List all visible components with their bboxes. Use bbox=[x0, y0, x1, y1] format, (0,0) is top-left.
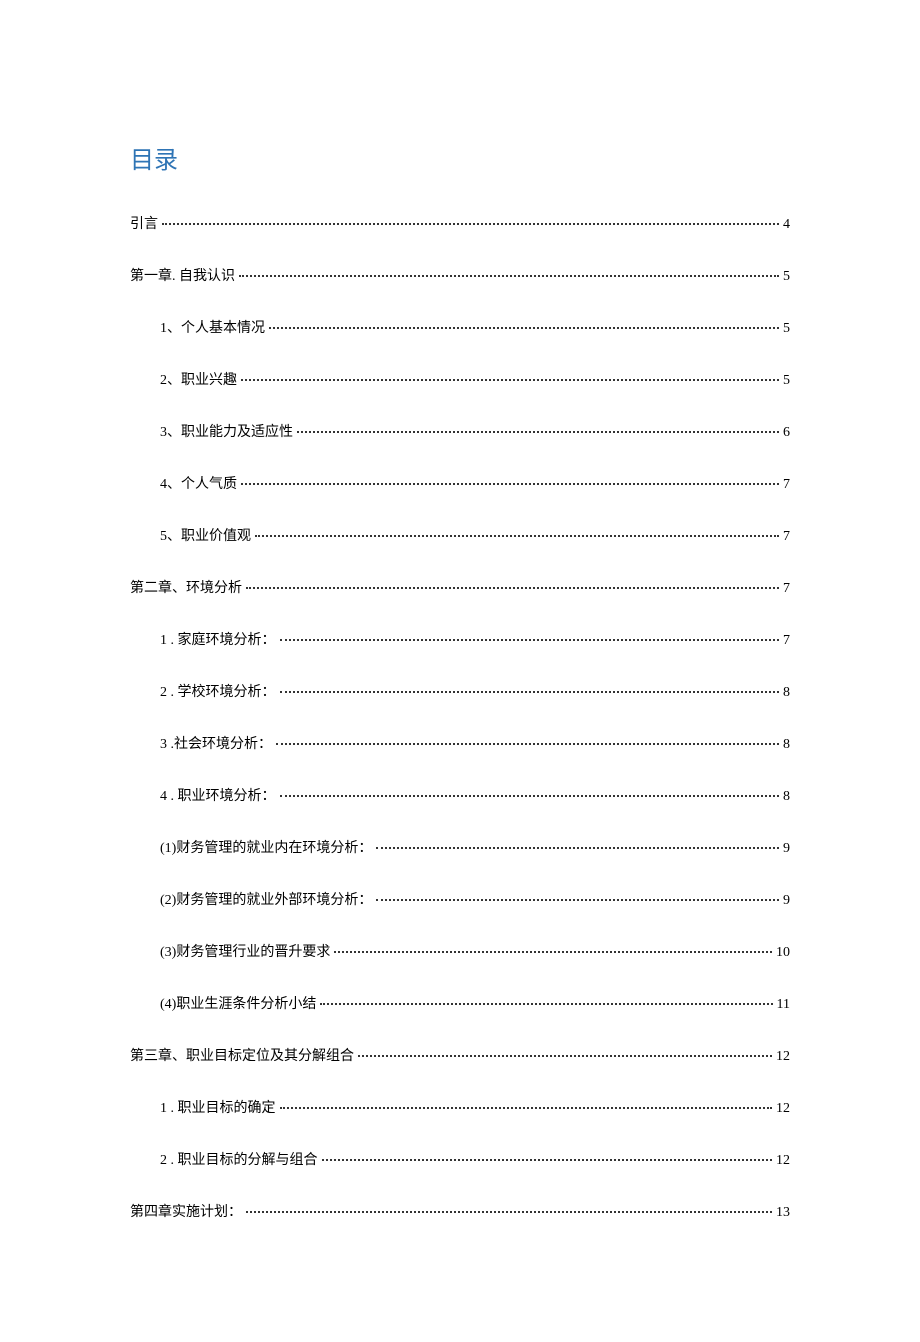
toc-dots bbox=[162, 223, 779, 225]
toc-entry-label: 2、职业兴趣 bbox=[160, 369, 237, 389]
toc-entry-label: 引言 bbox=[130, 213, 158, 233]
toc-entry: 1、个人基本情况 5 bbox=[130, 317, 790, 337]
toc-dots bbox=[239, 275, 779, 277]
toc-entry: 1 . 家庭环境分析： 7 bbox=[130, 629, 790, 649]
toc-entry-label: 2 . 职业目标的分解与组合 bbox=[160, 1149, 318, 1169]
toc-entry-label: (1)财务管理的就业内在环境分析： bbox=[160, 837, 372, 857]
toc-entry-label: 第二章、环境分析 bbox=[130, 577, 242, 597]
toc-entry-page: 7 bbox=[783, 581, 790, 597]
toc-entry-label: 1 . 职业目标的确定 bbox=[160, 1097, 276, 1117]
toc-container: 引言 4 第一章. 自我认识 5 1、个人基本情况 5 2、职业兴趣 5 3、职业能力及适应性 6… bbox=[130, 213, 790, 1221]
toc-entry-page: 6 bbox=[783, 425, 790, 441]
toc-dots bbox=[376, 899, 779, 901]
toc-entry-label: 3 .社会环境分析： bbox=[160, 733, 272, 753]
toc-entry-page: 8 bbox=[783, 685, 790, 701]
toc-entry-label: 第一章. 自我认识 bbox=[130, 265, 235, 285]
toc-entry-page: 8 bbox=[783, 789, 790, 805]
toc-entry-label: 3、职业能力及适应性 bbox=[160, 421, 293, 441]
toc-entry: 第三章、职业目标定位及其分解组合 12 bbox=[130, 1045, 790, 1065]
toc-dots bbox=[280, 795, 780, 797]
toc-entry: 引言 4 bbox=[130, 213, 790, 233]
toc-entry-page: 10 bbox=[776, 945, 790, 961]
toc-entry-page: 9 bbox=[783, 893, 790, 909]
toc-entry: 5、职业价值观 7 bbox=[130, 525, 790, 545]
toc-entry-page: 8 bbox=[783, 737, 790, 753]
toc-dots bbox=[376, 847, 779, 849]
toc-entry: (4)职业生涯条件分析小结 11 bbox=[130, 993, 790, 1013]
toc-entry: 3 .社会环境分析： 8 bbox=[130, 733, 790, 753]
toc-dots bbox=[297, 431, 779, 433]
toc-dots bbox=[269, 327, 779, 329]
toc-entry-page: 9 bbox=[783, 841, 790, 857]
toc-entry-page: 12 bbox=[776, 1153, 790, 1169]
toc-dots bbox=[276, 743, 779, 745]
toc-entry: 3、职业能力及适应性 6 bbox=[130, 421, 790, 441]
toc-entry-label: 4、个人气质 bbox=[160, 473, 237, 493]
toc-dots bbox=[280, 1107, 773, 1109]
toc-entry: 2 . 职业目标的分解与组合 12 bbox=[130, 1149, 790, 1169]
toc-entry-page: 7 bbox=[783, 633, 790, 649]
toc-entry-page: 5 bbox=[783, 269, 790, 285]
toc-entry-label: 1 . 家庭环境分析： bbox=[160, 629, 276, 649]
toc-entry-label: 4 . 职业环境分析： bbox=[160, 785, 276, 805]
toc-entry-page: 7 bbox=[783, 477, 790, 493]
toc-entry-label: 第三章、职业目标定位及其分解组合 bbox=[130, 1045, 354, 1065]
toc-entry-page: 13 bbox=[776, 1205, 790, 1221]
toc-dots bbox=[280, 639, 780, 641]
toc-entry-label: 5、职业价值观 bbox=[160, 525, 251, 545]
toc-entry-label: (3)财务管理行业的晋升要求 bbox=[160, 941, 330, 961]
toc-dots bbox=[246, 587, 779, 589]
toc-entry-page: 11 bbox=[777, 997, 790, 1013]
toc-entry: 1 . 职业目标的确定 12 bbox=[130, 1097, 790, 1117]
toc-dots bbox=[334, 951, 772, 953]
toc-entry-page: 7 bbox=[783, 529, 790, 545]
toc-entry-page: 12 bbox=[776, 1049, 790, 1065]
toc-entry: 2、职业兴趣 5 bbox=[130, 369, 790, 389]
toc-entry: (3)财务管理行业的晋升要求 10 bbox=[130, 941, 790, 961]
toc-dots bbox=[322, 1159, 773, 1161]
toc-dots bbox=[246, 1211, 772, 1213]
toc-entry: 第一章. 自我认识 5 bbox=[130, 265, 790, 285]
toc-dots bbox=[241, 379, 779, 381]
toc-entry: (2)财务管理的就业外部环境分析： 9 bbox=[130, 889, 790, 909]
toc-entry-page: 4 bbox=[783, 217, 790, 233]
toc-entry-page: 5 bbox=[783, 373, 790, 389]
toc-dots bbox=[280, 691, 780, 693]
toc-entry: 2 . 学校环境分析： 8 bbox=[130, 681, 790, 701]
toc-entry: (1)财务管理的就业内在环境分析： 9 bbox=[130, 837, 790, 857]
toc-entry-label: 2 . 学校环境分析： bbox=[160, 681, 276, 701]
toc-entry: 4、个人气质 7 bbox=[130, 473, 790, 493]
toc-entry-page: 5 bbox=[783, 321, 790, 337]
toc-dots bbox=[241, 483, 779, 485]
toc-entry-label: 1、个人基本情况 bbox=[160, 317, 265, 337]
toc-entry: 第二章、环境分析 7 bbox=[130, 577, 790, 597]
toc-entry-page: 12 bbox=[776, 1101, 790, 1117]
toc-dots bbox=[255, 535, 779, 537]
toc-entry: 4 . 职业环境分析： 8 bbox=[130, 785, 790, 805]
toc-title: 目录 bbox=[130, 140, 790, 175]
toc-entry: 第四章实施计划： 13 bbox=[130, 1201, 790, 1221]
toc-entry-label: 第四章实施计划： bbox=[130, 1201, 242, 1221]
toc-entry-label: (4)职业生涯条件分析小结 bbox=[160, 993, 316, 1013]
toc-entry-label: (2)财务管理的就业外部环境分析： bbox=[160, 889, 372, 909]
toc-dots bbox=[358, 1055, 772, 1057]
toc-dots bbox=[320, 1003, 772, 1005]
